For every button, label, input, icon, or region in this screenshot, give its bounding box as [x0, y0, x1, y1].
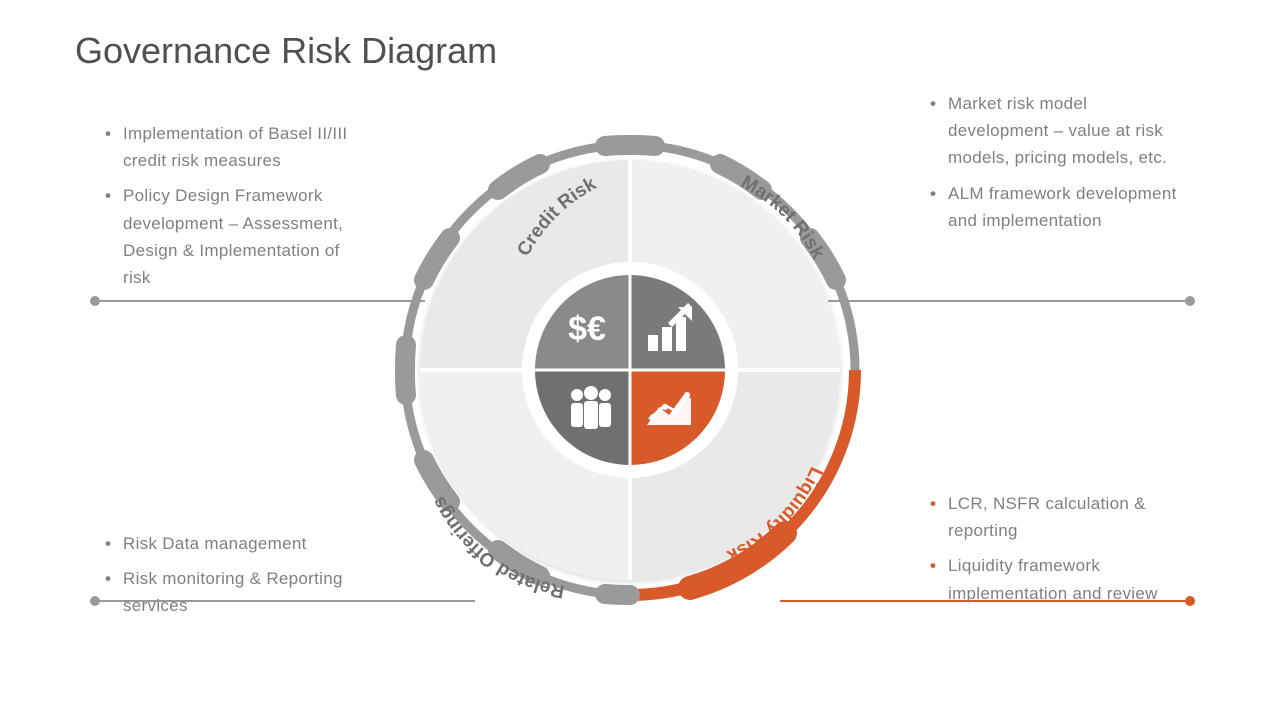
bullets-related-offerings: Risk Data management Risk monitoring & Re… — [105, 530, 365, 628]
bullet-item: Policy Design Framework development – As… — [105, 182, 365, 291]
risk-wheel-diagram: $€ Credit Risk Market Risk Liquidity Ris… — [390, 130, 870, 610]
bullet-item: Liquidity framework implementation and r… — [930, 552, 1190, 606]
bullet-item: LCR, NSFR calculation & reporting — [930, 490, 1190, 544]
list-bl: Risk Data management Risk monitoring & Re… — [105, 530, 365, 620]
bullet-item: Market risk model development – value at… — [930, 90, 1190, 172]
list-tr: Market risk model development – value at… — [930, 90, 1190, 234]
bullet-item: Risk monitoring & Reporting services — [105, 565, 365, 619]
bullets-credit-risk: Implementation of Basel II/III credit ri… — [105, 120, 365, 299]
currency-icon: $€ — [568, 310, 606, 348]
list-br: LCR, NSFR calculation & reporting Liquidi… — [930, 490, 1190, 607]
people-icon — [571, 386, 611, 429]
bullets-market-risk: Market risk model development – value at… — [930, 90, 1190, 242]
list-tl: Implementation of Basel II/III credit ri… — [105, 120, 365, 291]
bullet-item: Implementation of Basel II/III credit ri… — [105, 120, 365, 174]
connector-tl — [95, 300, 425, 302]
bullet-item: ALM framework development and implementa… — [930, 180, 1190, 234]
bullets-liquidity-risk: LCR, NSFR calculation & reporting Liquidi… — [930, 490, 1190, 615]
page-title: Governance Risk Diagram — [75, 30, 497, 72]
bullet-item: Risk Data management — [105, 530, 365, 557]
connector-tr — [820, 300, 1190, 302]
